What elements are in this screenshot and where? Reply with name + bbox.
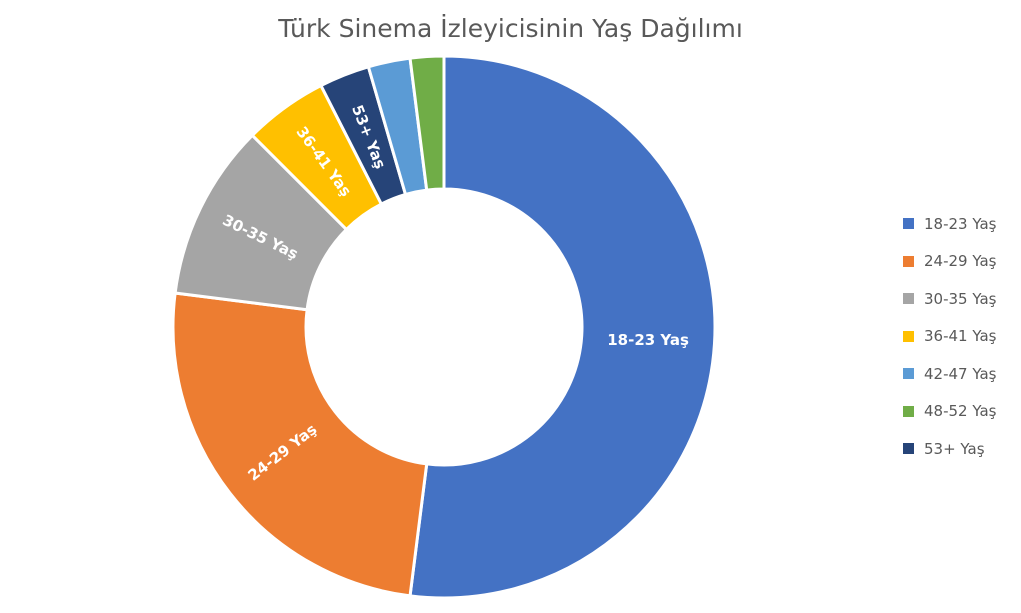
legend-label: 48-52 Yaş xyxy=(924,402,997,421)
doughnut-slices xyxy=(171,54,717,600)
legend-swatch xyxy=(903,218,914,230)
legend-swatch xyxy=(903,405,914,417)
chart-title: Türk Sinema İzleyicisinin Yaş Dağılımı xyxy=(278,14,743,43)
legend-label: 36-41 Yaş xyxy=(924,327,997,346)
legend-label: 30-35 Yaş xyxy=(924,289,997,308)
legend-swatch xyxy=(903,443,914,455)
slice-24-29-ya xyxy=(171,291,429,598)
slice-48-52-ya xyxy=(408,54,446,192)
legend-swatch xyxy=(903,255,914,267)
legend-label: 18-23 Yaş xyxy=(924,214,997,233)
legend-label: 24-29 Yaş xyxy=(924,252,997,271)
legend-swatch xyxy=(903,293,914,305)
legend-label: 42-47 Yaş xyxy=(924,364,997,383)
legend-swatch xyxy=(903,330,914,342)
legend-item-48-52-ya: 48-52 Yaş xyxy=(903,393,1015,431)
legend-item-42-47-ya: 42-47 Yaş xyxy=(903,355,1015,393)
legend-item-53plus-ya: 53+ Yaş xyxy=(903,430,1015,468)
legend-item-30-35-ya: 30-35 Yaş xyxy=(903,280,1015,318)
legend-item-24-29-ya: 24-29 Yaş xyxy=(903,243,1015,281)
legend-item-36-41-ya: 36-41 Yaş xyxy=(903,318,1015,356)
chart-legend: 18-23 Yaş 24-29 Yaş 30-35 Yaş 36-41 Yaş 42-4… xyxy=(903,205,1015,468)
data-label-18-23-ya: 18-23 Yaş xyxy=(607,331,689,349)
legend-label: 53+ Yaş xyxy=(924,439,985,458)
legend-item-18-23-ya: 18-23 Yaş xyxy=(903,205,1015,243)
slice-18-23-ya xyxy=(408,54,717,600)
legend-swatch xyxy=(903,368,914,380)
